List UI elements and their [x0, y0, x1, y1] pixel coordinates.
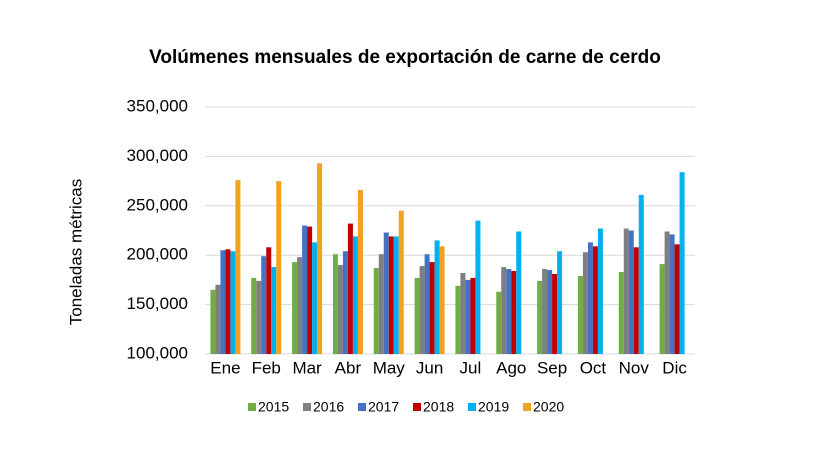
bar [633, 247, 639, 354]
legend-swatch [248, 403, 256, 411]
bar [302, 225, 308, 354]
bar [501, 267, 507, 354]
bar [342, 251, 348, 354]
bar [496, 291, 502, 354]
x-tick-label: Ago [496, 358, 526, 377]
bar [352, 236, 358, 354]
x-tick-label: Abr [335, 358, 362, 377]
x-tick-label: Feb [252, 358, 281, 377]
bar [537, 280, 543, 354]
bar [475, 220, 481, 354]
x-tick-label: Nov [619, 358, 650, 377]
bar [674, 244, 680, 354]
bar [220, 250, 226, 354]
x-tick-label: May [373, 358, 406, 377]
x-tick-label: Dic [662, 358, 687, 377]
bar [225, 249, 231, 354]
x-tick-label: Jul [460, 358, 482, 377]
bar [276, 181, 282, 354]
bar [383, 232, 389, 354]
legend-swatch [523, 403, 531, 411]
bar [332, 254, 338, 354]
y-tick-label: 250,000 [127, 195, 188, 214]
bar [582, 252, 588, 354]
legend-swatch [468, 403, 476, 411]
bar [251, 277, 257, 354]
bar [628, 230, 634, 354]
bar [424, 254, 430, 354]
y-tick-label: 300,000 [127, 146, 188, 165]
bar [664, 231, 670, 354]
y-axis-label: Toneladas métricas [66, 179, 85, 325]
bar [429, 262, 435, 354]
bar [266, 247, 272, 354]
y-tick-label: 200,000 [127, 245, 188, 264]
y-tick-label: 150,000 [127, 294, 188, 313]
bar [347, 223, 353, 354]
x-tick-label: Ene [210, 358, 240, 377]
bar [638, 194, 644, 354]
bar [297, 257, 303, 354]
legend-label: 2018 [423, 399, 454, 415]
bar [414, 277, 420, 354]
bar [592, 246, 598, 354]
x-tick-label: Mar [292, 358, 322, 377]
legend-label: 2015 [258, 399, 289, 415]
bar [669, 234, 675, 354]
bar [460, 272, 466, 354]
bar [419, 266, 425, 354]
bar [398, 210, 404, 354]
legend-swatch [303, 403, 311, 411]
bar [557, 251, 563, 354]
bar [506, 269, 512, 354]
bar [434, 240, 440, 354]
bar [235, 180, 241, 354]
bar [317, 163, 323, 354]
bar [307, 226, 313, 354]
bar [271, 267, 277, 354]
x-tick-label: Jun [416, 358, 443, 377]
bar [577, 275, 583, 354]
bar [292, 262, 298, 354]
legend-label: 2017 [368, 399, 399, 415]
bar [393, 236, 399, 354]
bar [659, 264, 665, 354]
chart-title: Volúmenes mensuales de exportación de ca… [149, 47, 661, 68]
bar [230, 251, 236, 354]
x-tick-label: Sep [537, 358, 567, 377]
bar [337, 265, 343, 354]
bar [465, 279, 471, 354]
bar [618, 271, 624, 354]
bar [357, 189, 363, 354]
bar [378, 254, 384, 354]
bar [679, 172, 685, 354]
legend-label: 2020 [533, 399, 564, 415]
bar [552, 273, 558, 354]
bar [623, 228, 629, 354]
y-tick-label: 350,000 [127, 96, 188, 115]
bar [587, 242, 593, 354]
bar [455, 285, 461, 354]
bar [261, 256, 267, 354]
legend-label: 2016 [313, 399, 344, 415]
x-tick-label: Oct [580, 358, 607, 377]
bar [547, 270, 553, 354]
bar [388, 236, 394, 354]
bar [256, 280, 262, 354]
legend-label: 2019 [478, 399, 509, 415]
bar [516, 231, 522, 354]
bar [542, 269, 548, 354]
legend-swatch [413, 403, 421, 411]
bar [470, 277, 476, 354]
y-tick-label: 100,000 [127, 343, 188, 362]
bar [373, 268, 379, 354]
legend-swatch [358, 403, 366, 411]
bar [439, 246, 445, 354]
bar [312, 242, 318, 354]
bar [210, 289, 216, 354]
bar [511, 271, 517, 354]
bar [215, 284, 221, 354]
bar [597, 228, 603, 354]
